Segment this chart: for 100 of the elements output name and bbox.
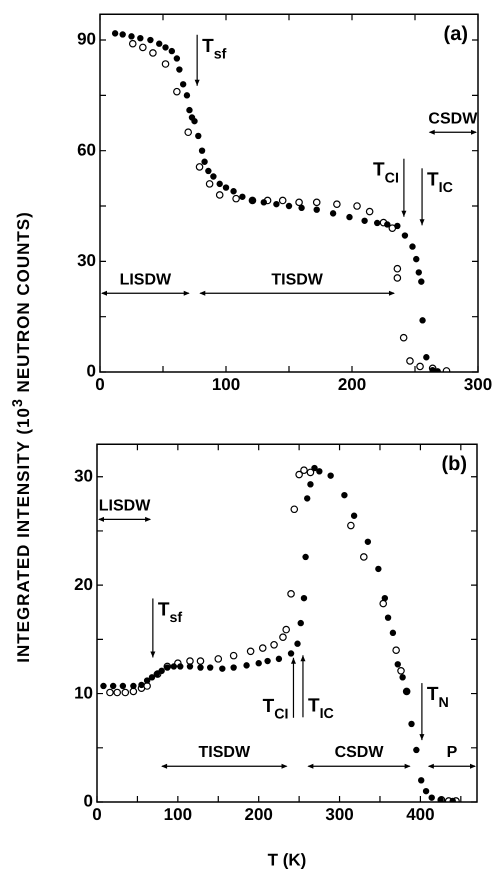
point bbox=[270, 640, 278, 649]
point bbox=[112, 30, 118, 37]
point bbox=[300, 594, 308, 602]
x-axis-title: T (K) bbox=[268, 850, 306, 870]
point bbox=[128, 40, 137, 48]
point bbox=[219, 665, 226, 672]
point bbox=[428, 794, 435, 801]
point bbox=[198, 147, 206, 154]
point bbox=[264, 658, 271, 664]
point bbox=[413, 256, 420, 262]
annotation: P bbox=[446, 744, 458, 762]
x-tick-label: 200 bbox=[244, 804, 273, 824]
point bbox=[364, 538, 372, 545]
point bbox=[162, 44, 169, 51]
point bbox=[330, 210, 336, 217]
point bbox=[302, 554, 309, 560]
point bbox=[278, 196, 286, 204]
point bbox=[306, 468, 314, 476]
point bbox=[366, 208, 374, 216]
point bbox=[186, 663, 194, 670]
point bbox=[361, 218, 368, 224]
point bbox=[394, 661, 401, 668]
point bbox=[294, 640, 301, 647]
point bbox=[184, 92, 190, 99]
point bbox=[327, 472, 334, 479]
point bbox=[290, 505, 298, 514]
point bbox=[100, 682, 107, 690]
point bbox=[232, 194, 240, 202]
point bbox=[149, 49, 157, 57]
point bbox=[399, 674, 406, 681]
point bbox=[216, 191, 224, 199]
point bbox=[346, 214, 353, 220]
point bbox=[300, 466, 308, 474]
point bbox=[374, 220, 380, 226]
y-tick-label: 90 bbox=[77, 30, 96, 49]
point bbox=[230, 664, 237, 671]
point bbox=[384, 614, 392, 621]
point bbox=[350, 512, 358, 519]
point bbox=[422, 788, 430, 794]
point bbox=[409, 243, 416, 250]
point bbox=[239, 194, 246, 200]
point bbox=[158, 668, 165, 674]
point bbox=[282, 626, 290, 634]
point bbox=[137, 34, 144, 42]
point bbox=[394, 222, 401, 230]
point bbox=[197, 664, 204, 671]
point bbox=[298, 204, 305, 212]
point bbox=[295, 470, 303, 478]
point bbox=[243, 662, 250, 669]
point bbox=[304, 495, 310, 502]
point bbox=[177, 663, 184, 670]
point bbox=[333, 200, 341, 208]
x-tick-label: 300 bbox=[464, 374, 492, 394]
point bbox=[230, 188, 237, 194]
point bbox=[113, 688, 122, 696]
point bbox=[400, 334, 408, 342]
point bbox=[360, 553, 368, 561]
x-tick-label: 400 bbox=[406, 804, 435, 824]
point bbox=[286, 202, 292, 210]
point bbox=[130, 682, 137, 690]
point bbox=[397, 667, 405, 675]
point bbox=[298, 620, 304, 626]
point bbox=[246, 647, 254, 656]
x-tick-label: 100 bbox=[212, 374, 240, 394]
y-tick-label: 0 bbox=[86, 362, 96, 381]
point bbox=[174, 55, 180, 62]
point bbox=[408, 720, 415, 728]
point bbox=[260, 199, 267, 206]
point bbox=[273, 200, 280, 208]
point bbox=[311, 464, 318, 472]
point bbox=[168, 48, 176, 54]
annotation: LISDW bbox=[120, 271, 172, 288]
point bbox=[196, 657, 204, 665]
annotation: LISDW bbox=[98, 497, 152, 514]
point bbox=[287, 590, 295, 598]
point bbox=[418, 278, 424, 285]
point bbox=[222, 184, 230, 191]
point bbox=[384, 221, 390, 228]
point bbox=[423, 354, 430, 360]
point bbox=[144, 677, 150, 684]
point bbox=[312, 198, 321, 206]
point bbox=[388, 224, 396, 232]
point bbox=[148, 674, 156, 681]
point bbox=[191, 118, 198, 124]
point bbox=[276, 656, 282, 662]
point bbox=[156, 40, 162, 47]
point bbox=[110, 682, 116, 690]
annotation: (a) bbox=[444, 23, 468, 46]
y-tick-label: 30 bbox=[77, 251, 96, 270]
point bbox=[195, 132, 202, 140]
y-tick-label: 10 bbox=[74, 683, 93, 702]
point bbox=[186, 106, 193, 114]
point bbox=[394, 274, 402, 282]
point bbox=[106, 688, 114, 696]
point bbox=[419, 317, 426, 324]
point bbox=[186, 657, 194, 665]
point bbox=[375, 566, 382, 572]
point bbox=[418, 777, 424, 784]
point bbox=[138, 682, 145, 688]
point bbox=[119, 31, 126, 38]
